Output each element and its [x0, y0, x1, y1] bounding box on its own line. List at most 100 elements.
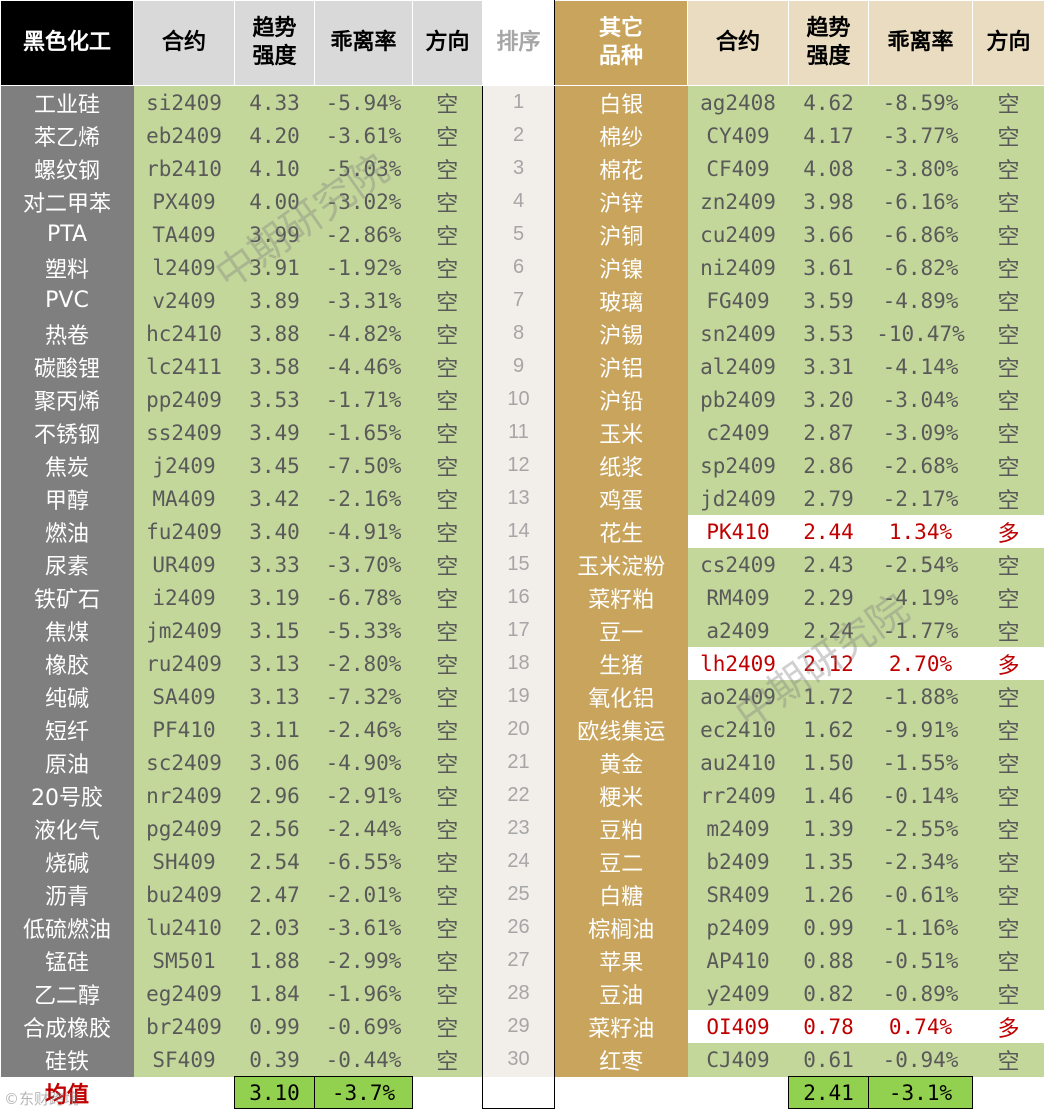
- table-row: 焦炭 j2409 3.45 -7.50% 空 12 纸浆 sp2409 2.86 -2.68% 空: [0, 449, 1044, 482]
- right-contract: RM409: [687, 581, 789, 614]
- average-rank-blank: [482, 1076, 555, 1109]
- right-deviation: -1.55%: [868, 746, 973, 779]
- right-direction: 空: [972, 614, 1044, 647]
- right-deviation: -4.19%: [868, 581, 973, 614]
- right-direction: 空: [972, 251, 1044, 284]
- right-strength: 3.20: [788, 383, 869, 416]
- left-strength: 3.49: [234, 416, 315, 449]
- right-category-name: 鸡蛋: [554, 482, 688, 515]
- right-deviation: -1.16%: [868, 911, 973, 944]
- left-contract: SH409: [133, 845, 235, 878]
- right-deviation: -0.61%: [868, 878, 973, 911]
- right-deviation: -8.59%: [868, 85, 973, 119]
- left-contract: rb2410: [133, 152, 235, 185]
- right-direction: 空: [972, 185, 1044, 218]
- rank-number: 10: [482, 383, 555, 416]
- right-deviation: -10.47%: [868, 317, 973, 350]
- left-deviation: -2.91%: [314, 779, 413, 812]
- left-strength: 1.88: [234, 944, 315, 977]
- right-category-name: 沪铝: [554, 350, 688, 383]
- rank-number: 27: [482, 944, 555, 977]
- left-contract: br2409: [133, 1010, 235, 1043]
- left-contract: fu2409: [133, 515, 235, 548]
- left-contract: v2409: [133, 284, 235, 317]
- right-contract: SR409: [687, 878, 789, 911]
- right-contract: CY409: [687, 119, 789, 152]
- left-category-name: 碳酸锂: [0, 350, 134, 383]
- average-row: 均值 3.10 -3.7% 2.41 -3.1%: [0, 1076, 1044, 1109]
- left-category-name: 低硫燃油: [0, 911, 134, 944]
- rank-number: 14: [482, 515, 555, 548]
- left-direction: 空: [412, 119, 483, 152]
- table-row: 乙二醇 eg2409 1.84 -1.96% 空 28 豆油 y2409 0.82 -0.89% 空: [0, 977, 1044, 1010]
- left-category-name: 燃油: [0, 515, 134, 548]
- right-strength: 3.66: [788, 218, 869, 251]
- left-contract: l2409: [133, 251, 235, 284]
- left-direction: 空: [412, 317, 483, 350]
- left-strength: 3.11: [234, 713, 315, 746]
- right-strength: 0.99: [788, 911, 869, 944]
- left-deviation: -7.32%: [314, 680, 413, 713]
- right-contract: OI409: [687, 1010, 789, 1043]
- right-category-name: 棉纱: [554, 119, 688, 152]
- table-row: 橡胶 ru2409 3.13 -2.80% 空 18 生猪 lh2409 2.12 2.70% 多: [0, 647, 1044, 680]
- table-row: 烧碱 SH409 2.54 -6.55% 空 24 豆二 b2409 1.35 -2.34% 空: [0, 845, 1044, 878]
- left-direction: 空: [412, 185, 483, 218]
- rank-number: 4: [482, 185, 555, 218]
- left-strength: 3.45: [234, 449, 315, 482]
- right-category-name: 玻璃: [554, 284, 688, 317]
- right-direction: 空: [972, 581, 1044, 614]
- table-row: 纯碱 SA409 3.13 -7.32% 空 19 氧化铝 ao2409 1.72 -1.88% 空: [0, 680, 1044, 713]
- left-contract: nr2409: [133, 779, 235, 812]
- left-deviation: -1.92%: [314, 251, 413, 284]
- right-category-name: 生猪: [554, 647, 688, 680]
- left-category-name: 烧碱: [0, 845, 134, 878]
- header-strength-text: 趋势 强度: [806, 16, 851, 69]
- table-row: 热卷 hc2410 3.88 -4.82% 空 8 沪锡 sn2409 3.53 -10.47% 空: [0, 317, 1044, 350]
- right-strength: 0.78: [788, 1010, 869, 1043]
- left-contract: PX409: [133, 185, 235, 218]
- left-category-name: 焦炭: [0, 449, 134, 482]
- right-category-name: 纸浆: [554, 449, 688, 482]
- right-deviation: -4.14%: [868, 350, 973, 383]
- left-category-name: 对二甲苯: [0, 185, 134, 218]
- left-strength: 3.15: [234, 614, 315, 647]
- table-row: 不锈钢 ss2409 3.49 -1.65% 空 11 玉米 c2409 2.87 -3.09% 空: [0, 416, 1044, 449]
- left-strength: 3.88: [234, 317, 315, 350]
- right-deviation: -0.89%: [868, 977, 973, 1010]
- right-direction: 空: [972, 977, 1044, 1010]
- left-strength: 3.53: [234, 383, 315, 416]
- left-deviation: -3.02%: [314, 185, 413, 218]
- right-category-name: 玉米: [554, 416, 688, 449]
- table-row: 沥青 bu2409 2.47 -2.01% 空 25 白糖 SR409 1.26 -0.61% 空: [0, 878, 1044, 911]
- rank-number: 8: [482, 317, 555, 350]
- rank-number: 3: [482, 152, 555, 185]
- right-deviation: 2.70%: [868, 647, 973, 680]
- left-strength: 3.40: [234, 515, 315, 548]
- right-contract: b2409: [687, 845, 789, 878]
- header-left-strength: 趋势 强度: [234, 0, 315, 86]
- right-category-name: 红枣: [554, 1043, 688, 1077]
- left-contract: SF409: [133, 1043, 235, 1077]
- right-contract: m2409: [687, 812, 789, 845]
- right-direction: 空: [972, 218, 1044, 251]
- left-contract: sc2409: [133, 746, 235, 779]
- left-direction: 空: [412, 416, 483, 449]
- right-contract: cu2409: [687, 218, 789, 251]
- table-row: PTA TA409 3.99 -2.86% 空 5 沪铜 cu2409 3.66 -6.86% 空: [0, 218, 1044, 251]
- right-direction: 空: [972, 779, 1044, 812]
- right-direction: 空: [972, 85, 1044, 119]
- right-contract: al2409: [687, 350, 789, 383]
- table-row: 短纤 PF410 3.11 -2.46% 空 20 欧线集运 ec2410 1.62 -9.91%…: [0, 713, 1044, 746]
- left-strength: 2.54: [234, 845, 315, 878]
- left-strength: 2.96: [234, 779, 315, 812]
- right-direction: 空: [972, 746, 1044, 779]
- right-contract: rr2409: [687, 779, 789, 812]
- rank-number: 19: [482, 680, 555, 713]
- right-strength: 3.98: [788, 185, 869, 218]
- left-direction: 空: [412, 647, 483, 680]
- right-strength: 1.26: [788, 878, 869, 911]
- rank-number: 29: [482, 1010, 555, 1043]
- left-direction: 空: [412, 812, 483, 845]
